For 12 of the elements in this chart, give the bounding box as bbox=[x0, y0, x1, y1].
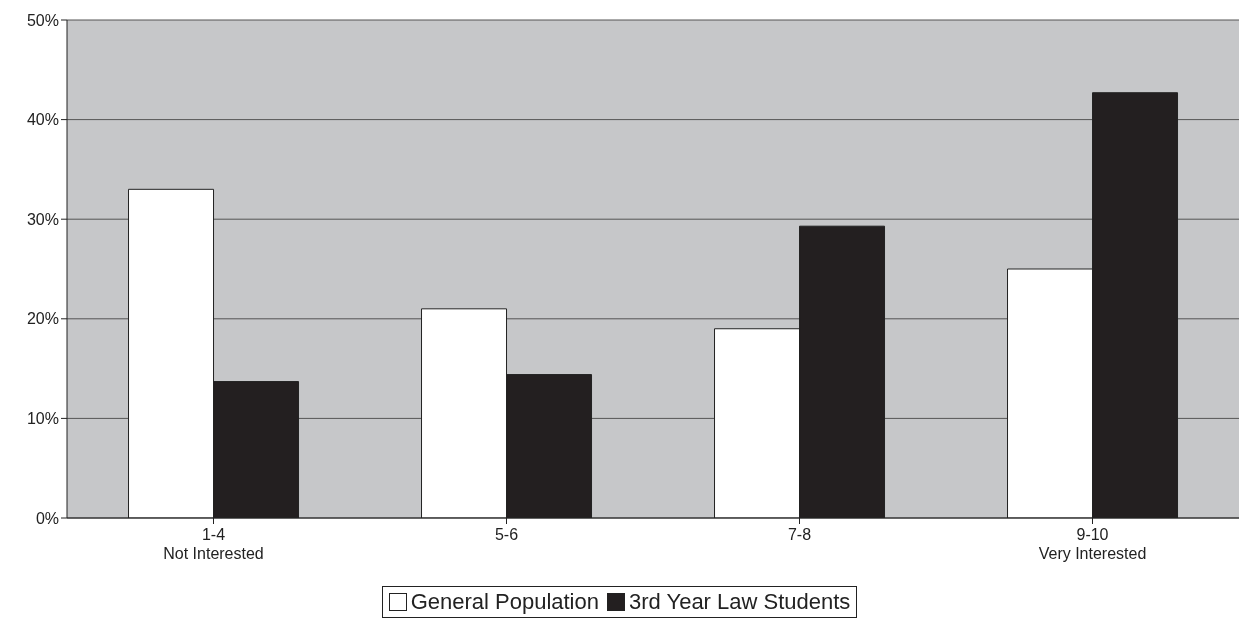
x-tick-label: 5-6 bbox=[494, 526, 519, 543]
legend-label: General Population bbox=[409, 589, 599, 615]
y-tick-label: 30% bbox=[26, 210, 59, 228]
x-tick-label: 9-10 Very Interested bbox=[1038, 526, 1147, 562]
y-tick-label: 10% bbox=[26, 410, 59, 428]
y-tick-label: 50% bbox=[26, 11, 59, 29]
legend-label: 3rd Year Law Students bbox=[628, 589, 851, 615]
y-tick-label: 20% bbox=[26, 310, 59, 328]
x-tick-label: 7-8 bbox=[787, 526, 812, 543]
x-tick-label: 1-4 Not Interested bbox=[163, 526, 264, 562]
y-tick-label: 0% bbox=[35, 509, 59, 527]
y-tick-label: 40% bbox=[26, 111, 59, 129]
